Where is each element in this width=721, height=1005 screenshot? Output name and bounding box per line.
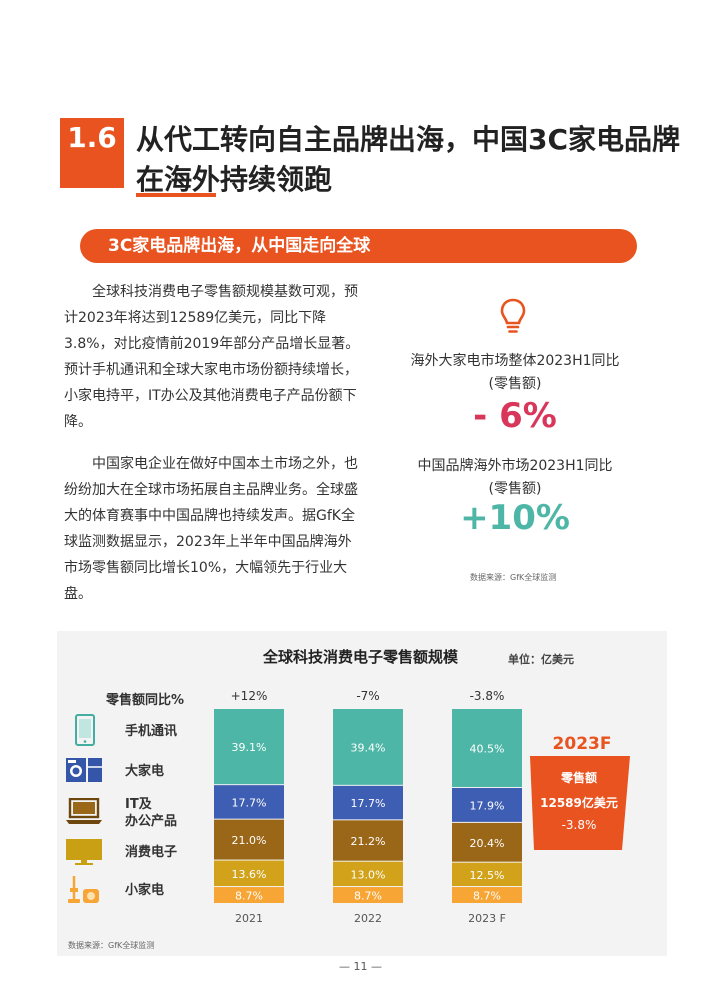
bar-value-label: 13.0% [351,868,386,881]
stat-1-label: 海外大家电市场整体2023H1同比 [410,353,620,369]
source-note-top: 数据来源：GfK全球监测 [470,573,557,582]
section-number: 1.6 [67,121,117,154]
growth-label: +12% [231,689,268,703]
section-title: 从代工转向自主品牌出海，中国3C家电品牌在海外持续领跑 [136,123,681,196]
bar-value-label: 17.9% [470,799,505,812]
paragraph-2: 中国家电企业在做好中国本土市场之外，也纷纷加大在全球市场拓展自主品牌业务。全球盛… [64,456,358,602]
stat-1-value: - 6% [473,396,557,436]
bar-segment [333,709,403,785]
legend-label-small-appliance: 小家电 [125,883,165,898]
bar-value-label: 39.1% [232,741,267,754]
legend-label-consumer-electronics: 消费电子 [125,845,178,860]
bar-segment [452,887,522,903]
bar-segment [214,709,284,785]
tv-icon [66,839,102,865]
stat-2-value: +10% [460,498,570,538]
bar-segment [333,887,403,903]
stat-1-label-sub: (零售额) [488,376,542,392]
bar-value-label: 13.6% [232,868,267,881]
bar-value-label: 8.7% [235,890,263,903]
bar-segment [214,819,284,860]
bar-segment [333,785,403,820]
bar-segment [452,787,522,822]
forecast-year: 2023F [552,734,612,754]
subsection-banner-text: 3C家电品牌出海，从中国走向全球 [108,236,371,256]
stat-2-label: 中国品牌海外市场2023H1同比 [417,458,613,474]
source-note-bottom: 数据来源：GfK全球监测 [68,941,155,950]
x-axis-label: 2023 F [468,912,506,925]
bar-value-label: 40.5% [470,742,505,755]
growth-header: 零售额同比% [106,693,185,708]
forecast-line-3: -3.8% [561,818,597,832]
washer-fridge-icon [66,758,102,782]
chart-unit: 单位：亿美元 [508,653,574,666]
bar-value-label: 17.7% [232,796,267,809]
bar-segment [214,860,284,887]
growth-label: -3.8% [470,689,505,703]
bar-value-label: 17.7% [351,797,386,810]
bar-value-label: 21.2% [351,835,386,848]
bar-segment [214,785,284,819]
title-underline [136,193,216,197]
legend-label-it-office: IT及 办公产品 [125,797,178,829]
bar-segment [452,709,522,787]
stat-2-label-sub: (零售额) [488,481,542,497]
bar-value-label: 8.7% [354,890,382,903]
vacuum-icon [68,876,99,903]
phone-icon [75,714,95,746]
legend-label-phone: 手机通讯 [125,724,178,739]
bar-segment [452,822,522,862]
forecast-line-2: 12589亿美元 [540,796,618,810]
bar-segment [333,861,403,887]
paragraph-1: 全球科技消费电子零售额规模基数可观，预计2023年将达到12589亿美元，同比下… [64,284,360,430]
x-axis-label: 2021 [235,912,263,925]
chart-title: 全球科技消费电子零售额规模 [262,648,458,666]
page-number: — 11 — [339,960,382,973]
forecast-line-1: 零售额 [560,771,597,785]
legend-label-major-appliance: 大家电 [125,764,165,779]
bar-segment [452,862,522,887]
bar-value-label: 8.7% [473,890,501,903]
bar-value-label: 39.4% [351,741,386,754]
bar-value-label: 12.5% [470,869,505,882]
section-number-box [60,118,124,188]
subsection-banner [80,229,637,263]
lightbulb-icon [500,298,526,333]
x-axis-label: 2022 [354,912,382,925]
laptop-icon [66,798,102,824]
bar-segment [333,820,403,861]
bar-segment [214,887,284,903]
bar-value-label: 21.0% [232,834,267,847]
forecast-callout-shape [530,756,630,850]
growth-label: -7% [356,689,379,703]
bar-value-label: 20.4% [470,837,505,850]
